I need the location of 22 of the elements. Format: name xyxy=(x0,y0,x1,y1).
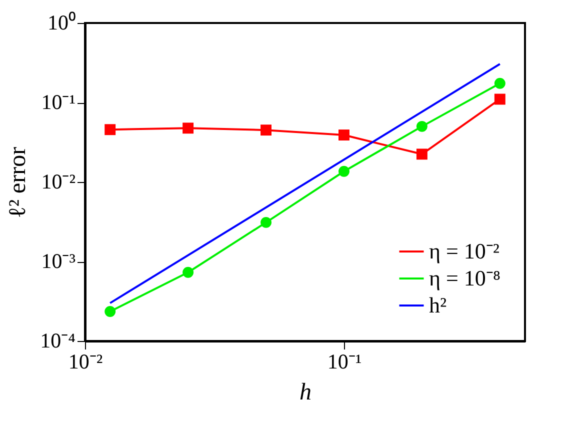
legend-label: η = 10⁻⁸ xyxy=(429,266,501,290)
legend-label: h² xyxy=(429,292,447,318)
point xyxy=(182,266,194,278)
point xyxy=(416,148,428,160)
legend-label: η = 10⁻² xyxy=(429,238,500,264)
point xyxy=(338,130,350,140)
y-tick-label: 10⁻³ xyxy=(41,249,76,273)
point xyxy=(260,216,272,228)
point xyxy=(104,124,116,136)
y-tick-label: 10⁻² xyxy=(41,170,76,194)
point xyxy=(338,166,350,177)
point xyxy=(494,78,506,89)
point xyxy=(260,124,272,136)
y-tick-label: 10⁰ xyxy=(48,10,76,34)
point xyxy=(494,94,506,105)
y-axis-title: ℓ² error xyxy=(5,146,32,218)
x-axis-title: h xyxy=(300,380,312,406)
point xyxy=(416,120,428,132)
y-tick-label: 10⁻¹ xyxy=(41,90,76,114)
point xyxy=(182,122,194,134)
point xyxy=(104,306,116,317)
y-tick-label: 10⁻⁴ xyxy=(40,328,76,352)
